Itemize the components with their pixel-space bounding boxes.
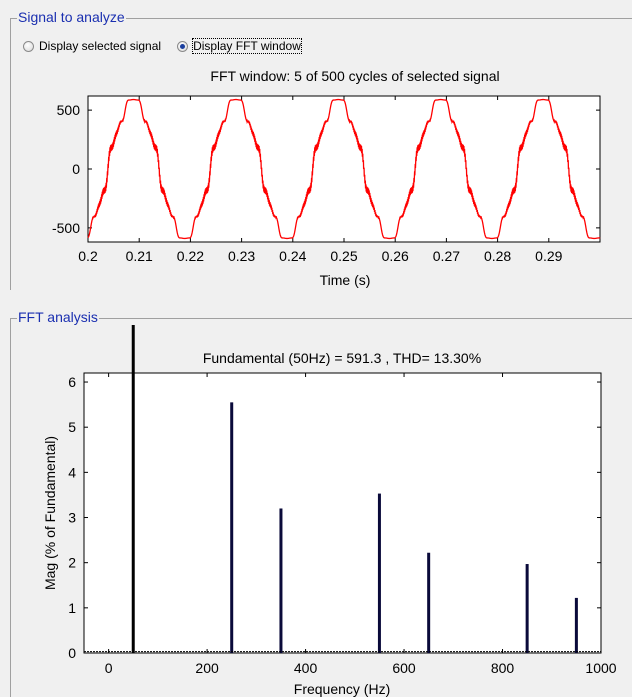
fft-x-tick-label: 1000 [585, 660, 616, 676]
fft-x-tick-label: 400 [294, 660, 318, 676]
fft-x-tick-label: 800 [491, 660, 515, 676]
fft-y-tick-label: 5 [68, 419, 76, 435]
fft-harmonic-bar [131, 325, 135, 653]
fft-x-tick-label: 200 [195, 660, 219, 676]
time-x-tick-label: 0.28 [484, 248, 511, 264]
time-y-tick-label: 0 [72, 161, 80, 177]
display-selected-signal-radio[interactable]: Display selected signal [23, 39, 161, 53]
radio-unchecked-icon [23, 40, 34, 52]
fft-y-tick-label: 0 [68, 645, 76, 661]
fft-harmonic-bar [230, 402, 234, 653]
fft-y-tick-label: 6 [68, 374, 76, 390]
fft-chart-title: Fundamental (50Hz) = 591.3 , THD= 13.30% [203, 350, 481, 366]
time-x-tick-label: 0.24 [279, 248, 306, 264]
fft-group-border-top [10, 318, 632, 319]
time-chart-title: FFT window: 5 of 500 cycles of selected … [210, 68, 499, 84]
time-y-tick-label: -500 [52, 220, 80, 236]
time-x-tick-label: 0.2 [78, 248, 98, 264]
signal-group-border-left [10, 18, 11, 290]
time-x-tick-label: 0.27 [433, 248, 460, 264]
fft-harmonic-bar [377, 493, 381, 653]
signal-radio-group: Display selected signal Display FFT wind… [23, 37, 317, 55]
fft-x-tick-label: 600 [392, 660, 416, 676]
display-fft-window-radio[interactable]: Display FFT window [177, 38, 302, 54]
fft-harmonic-bar [525, 564, 529, 653]
display-fft-window-label: Display FFT window [192, 38, 302, 54]
time-x-tick-label: 0.21 [126, 248, 153, 264]
fft-group-title: FFT analysis [17, 309, 99, 325]
fft-harmonic-bar [279, 508, 283, 653]
fft-y-tick-label: 3 [68, 510, 76, 526]
fft-y-axis-label: Mag (% of Fundamental) [42, 436, 58, 590]
fft-harmonic-bar [574, 597, 578, 653]
fft-y-tick-label: 1 [68, 600, 76, 616]
fft-y-tick-label: 2 [68, 555, 76, 571]
fft-group-border-left [10, 318, 11, 697]
time-signal-chart: FFT window: 5 of 500 cycles of selected … [52, 68, 601, 288]
signal-group-border-top [10, 18, 632, 19]
fft-plot-area [83, 372, 602, 654]
fft-y-tick-label: 4 [68, 464, 76, 480]
signal-group-title: Signal to analyze [17, 9, 126, 25]
time-x-tick-label: 0.23 [228, 248, 255, 264]
time-x-tick-label: 0.22 [177, 248, 204, 264]
time-x-tick-label: 0.29 [535, 248, 562, 264]
fft-x-tick-label: 0 [105, 660, 113, 676]
fft-harmonic-bar [427, 552, 431, 653]
fft-x-axis-label: Frequency (Hz) [294, 681, 390, 697]
display-selected-signal-label: Display selected signal [39, 39, 162, 53]
time-x-tick-label: 0.25 [330, 248, 357, 264]
time-x-axis-label: Time (s) [320, 272, 371, 288]
time-y-tick-label: 500 [57, 102, 81, 118]
time-signal-series [87, 98, 601, 240]
time-x-tick-label: 0.26 [382, 248, 409, 264]
radio-checked-icon [177, 40, 189, 52]
